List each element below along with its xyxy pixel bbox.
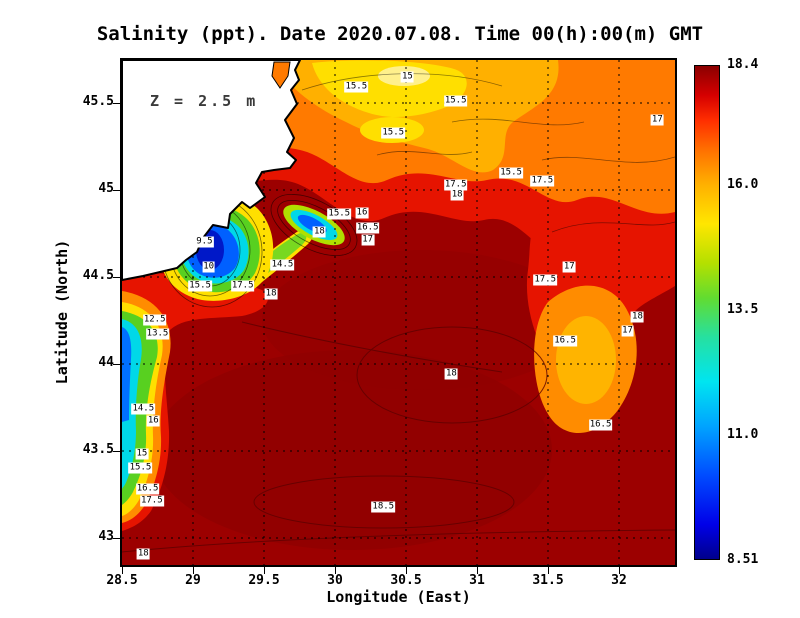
x-tick-label: 28.5 <box>106 573 138 588</box>
contour-label: 18 <box>631 311 644 323</box>
contour-label: 16.5 <box>135 483 160 495</box>
x-tick-mark <box>264 567 265 574</box>
contour-label: 16.5 <box>355 222 380 234</box>
x-tick-mark <box>477 567 478 574</box>
contour-label: 18.5 <box>371 501 396 513</box>
y-axis-label: Latitude (North) <box>53 239 71 385</box>
contour-label: 18 <box>136 548 150 560</box>
contour-label: 16 <box>146 415 160 427</box>
depth-annotation: Z = 2.5 m <box>150 92 259 110</box>
colorbar-tick-label: 18.4 <box>727 57 759 72</box>
y-tick-label: 43.5 <box>82 441 114 457</box>
contour-label: 16.5 <box>553 335 577 347</box>
colorbar <box>694 65 720 560</box>
y-tick-label: 44.5 <box>82 267 114 283</box>
contour-label: 17 <box>562 261 576 273</box>
y-tick-mark <box>113 102 120 104</box>
x-tick-label: 30.5 <box>390 573 422 588</box>
y-tick-mark <box>113 537 120 539</box>
contour-label: 15.5 <box>128 462 153 474</box>
contour-label: 17.5 <box>530 175 555 187</box>
contour-label: 17.5 <box>533 274 557 286</box>
contour-label: 15.5 <box>443 95 468 107</box>
contour-label: 18 <box>445 368 458 380</box>
y-tick-label: 44 <box>98 354 114 370</box>
contour-label: 17.5 <box>139 495 164 507</box>
x-tick-label: 29.5 <box>248 573 280 588</box>
y-tick-mark <box>113 189 120 191</box>
contour-label: 15.5 <box>188 280 212 292</box>
contour-label: 12.5 <box>142 314 167 326</box>
contour-label: 9.5 <box>195 236 214 248</box>
y-tick-label: 45.5 <box>82 93 114 109</box>
x-tick-mark <box>406 567 407 574</box>
y-tick-mark <box>113 363 120 365</box>
contour-label: 10 <box>202 261 216 273</box>
y-tick-label: 43 <box>98 528 114 544</box>
contour-label: 18 <box>450 189 464 201</box>
contour-label: 15.5 <box>344 81 369 93</box>
colorbar-tick-label: 13.5 <box>727 302 759 318</box>
y-tick-mark <box>113 276 120 278</box>
x-axis-label: Longitude (East) <box>326 588 471 606</box>
contour-label: 13.5 <box>145 328 170 340</box>
contour-label: 16 <box>355 207 369 219</box>
contour-label: 17.5 <box>230 280 255 292</box>
contour-label: 15 <box>135 448 149 460</box>
colorbar-tick-label: 11.0 <box>727 427 759 443</box>
contour-label: 14.5 <box>131 403 156 415</box>
contour-label: 15 <box>400 71 414 83</box>
contour-label: 17 <box>621 325 634 337</box>
chart-title: Salinity (ppt). Date 2020.07.08. Time 00… <box>96 23 704 45</box>
contour-label: 16.5 <box>588 419 613 431</box>
y-tick-label: 45 <box>98 180 114 196</box>
x-tick-mark <box>193 567 194 574</box>
contour-label: 15.5 <box>499 167 523 179</box>
contour-label: 18 <box>312 226 326 238</box>
delta-lagoon <box>271 61 291 89</box>
contour-label: 18 <box>264 288 278 300</box>
colorbar-tick-label: 8.51 <box>727 552 759 567</box>
x-tick-label: 31.5 <box>532 573 564 588</box>
contour-label: 17 <box>361 234 375 246</box>
contour-label: 15.5 <box>327 208 352 220</box>
x-tick-mark <box>548 567 549 574</box>
contour-label: 17.5 <box>443 179 468 191</box>
land-coastline <box>121 59 301 281</box>
contour-label: 17 <box>650 114 664 126</box>
x-tick-mark <box>619 567 620 574</box>
x-tick-mark <box>335 567 336 574</box>
colorbar-tick-label: 16.0 <box>727 177 759 193</box>
contour-label: 14.5 <box>270 259 295 271</box>
x-tick-label: 29 <box>185 573 201 588</box>
contour-label: 15.5 <box>381 127 406 139</box>
x-tick-label: 32 <box>611 573 627 588</box>
x-tick-label: 30 <box>327 573 343 588</box>
x-tick-mark <box>122 567 123 574</box>
y-tick-mark <box>113 450 120 452</box>
x-tick-label: 31 <box>469 573 485 588</box>
